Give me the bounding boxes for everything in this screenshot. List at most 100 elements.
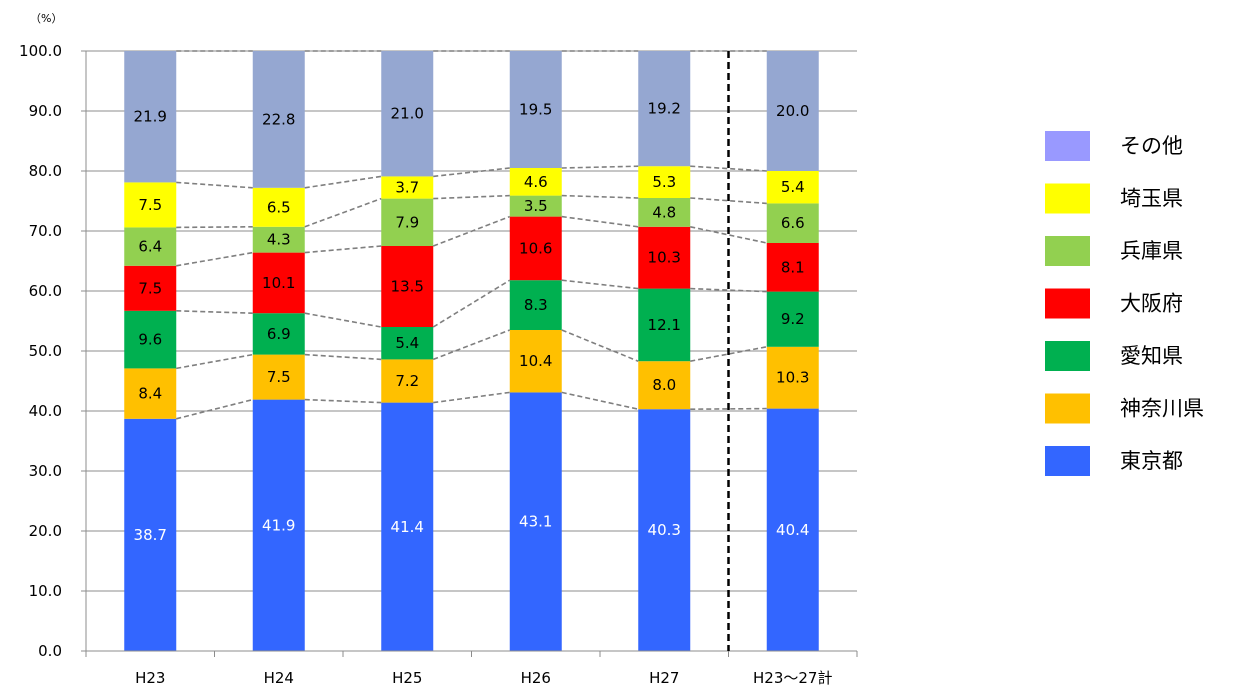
bar-segment bbox=[381, 246, 434, 327]
connector-line bbox=[432, 279, 511, 328]
bar-segment bbox=[124, 227, 177, 266]
data-label: 19.5 bbox=[519, 101, 552, 119]
data-label: 9.2 bbox=[781, 310, 805, 328]
legend-label: 東京都 bbox=[1120, 449, 1183, 473]
connector-line bbox=[176, 310, 253, 314]
connector-line bbox=[304, 398, 382, 404]
legend-label: 兵庫県 bbox=[1120, 239, 1183, 263]
data-label: 41.9 bbox=[262, 516, 295, 534]
bar-segment bbox=[381, 402, 434, 651]
bar-segment bbox=[252, 354, 305, 400]
data-label: 6.4 bbox=[138, 238, 162, 256]
connector-line bbox=[433, 391, 510, 404]
data-label: 4.3 bbox=[267, 231, 291, 249]
bar-segment bbox=[766, 291, 819, 347]
connector-line bbox=[176, 398, 253, 420]
gridlines bbox=[86, 50, 857, 592]
data-label: 41.4 bbox=[391, 518, 424, 536]
connector-line bbox=[432, 215, 511, 247]
connector-line bbox=[690, 407, 767, 410]
bar-segment bbox=[638, 409, 691, 651]
connector-line bbox=[561, 329, 639, 362]
connector-line bbox=[561, 215, 639, 228]
data-label: 10.1 bbox=[262, 274, 295, 292]
data-label: 3.5 bbox=[524, 197, 548, 215]
data-label: 7.5 bbox=[138, 196, 162, 214]
bar-segment bbox=[766, 243, 819, 292]
data-label: 13.5 bbox=[391, 278, 424, 296]
bar-segment bbox=[638, 288, 691, 362]
connector-line bbox=[690, 197, 767, 205]
data-label: 10.3 bbox=[776, 369, 809, 387]
x-axis-category-labels: H23 H24 H25 H26 H27 H23～27計 bbox=[135, 669, 832, 687]
data-label: 9.6 bbox=[138, 331, 162, 349]
bar-segment bbox=[124, 418, 177, 651]
data-label: 3.7 bbox=[395, 179, 419, 197]
x-category-label: H25 bbox=[392, 669, 422, 687]
bar-segment bbox=[252, 51, 305, 188]
x-category-label: H23 bbox=[135, 669, 165, 687]
connector-line bbox=[690, 287, 767, 293]
data-label: 7.5 bbox=[267, 368, 291, 386]
data-label: 7.9 bbox=[395, 213, 419, 231]
connector-line bbox=[432, 329, 511, 361]
connector-line bbox=[561, 194, 639, 199]
legend-swatch bbox=[1045, 393, 1090, 424]
y-tick-label: 0.0 bbox=[38, 642, 62, 660]
data-label: 40.4 bbox=[776, 521, 809, 539]
connector-line bbox=[690, 226, 767, 244]
legend-label: その他 bbox=[1120, 134, 1183, 158]
data-label: 7.5 bbox=[138, 279, 162, 297]
data-label: 4.8 bbox=[652, 203, 676, 221]
bar-segment bbox=[252, 252, 305, 314]
bar-segment bbox=[252, 313, 305, 355]
data-label: 43.1 bbox=[519, 513, 552, 531]
bar-segment bbox=[638, 198, 691, 227]
bars bbox=[124, 51, 819, 651]
bar-segment bbox=[124, 51, 177, 183]
legend-label: 神奈川県 bbox=[1120, 397, 1204, 421]
y-tick-label: 70.0 bbox=[29, 222, 62, 240]
data-label: 5.3 bbox=[652, 173, 676, 191]
connector-line bbox=[690, 165, 767, 172]
connector-lines bbox=[176, 50, 767, 420]
data-label: 5.4 bbox=[781, 178, 805, 196]
data-label: 12.1 bbox=[648, 316, 681, 334]
connector-line bbox=[561, 279, 639, 290]
data-label: 6.5 bbox=[267, 198, 291, 216]
bar-segment bbox=[381, 198, 434, 246]
data-label: 10.6 bbox=[519, 239, 552, 257]
data-label: 5.4 bbox=[395, 334, 419, 352]
y-tick-label: 10.0 bbox=[29, 582, 62, 600]
data-label: 10.4 bbox=[519, 352, 552, 370]
axes bbox=[81, 50, 858, 657]
bar-segment bbox=[124, 368, 177, 419]
connector-line bbox=[561, 165, 639, 169]
bar-segment bbox=[638, 361, 691, 410]
data-label: 10.3 bbox=[648, 249, 681, 267]
legend-label: 大阪府 bbox=[1120, 292, 1183, 316]
connector-line bbox=[561, 391, 639, 410]
bar-segment bbox=[252, 399, 305, 651]
data-label: 8.3 bbox=[524, 296, 548, 314]
y-tick-label: 80.0 bbox=[29, 162, 62, 180]
y-tick-label: 50.0 bbox=[29, 342, 62, 360]
data-label: 8.0 bbox=[652, 376, 676, 394]
bar-segment bbox=[381, 359, 434, 403]
bar-segment bbox=[252, 226, 305, 253]
bar-segment bbox=[381, 176, 434, 199]
data-label: 21.0 bbox=[391, 105, 424, 123]
x-category-label: H23～27計 bbox=[753, 669, 832, 687]
legend-swatch bbox=[1045, 183, 1090, 214]
y-axis-unit-label: （%） bbox=[30, 12, 62, 25]
legend-swatch bbox=[1045, 341, 1090, 371]
data-label: 20.0 bbox=[776, 102, 809, 120]
y-axis-tick-labels: 0.0 10.0 20.0 30.0 40.0 50.0 60.0 70.0 80.0 90.0 1… bbox=[19, 42, 62, 660]
data-label: 22.8 bbox=[262, 110, 295, 128]
legend-swatch bbox=[1045, 236, 1090, 266]
connector-line bbox=[304, 197, 382, 228]
data-label: 21.9 bbox=[134, 108, 167, 126]
connector-line bbox=[176, 181, 253, 189]
y-tick-label: 20.0 bbox=[29, 522, 62, 540]
